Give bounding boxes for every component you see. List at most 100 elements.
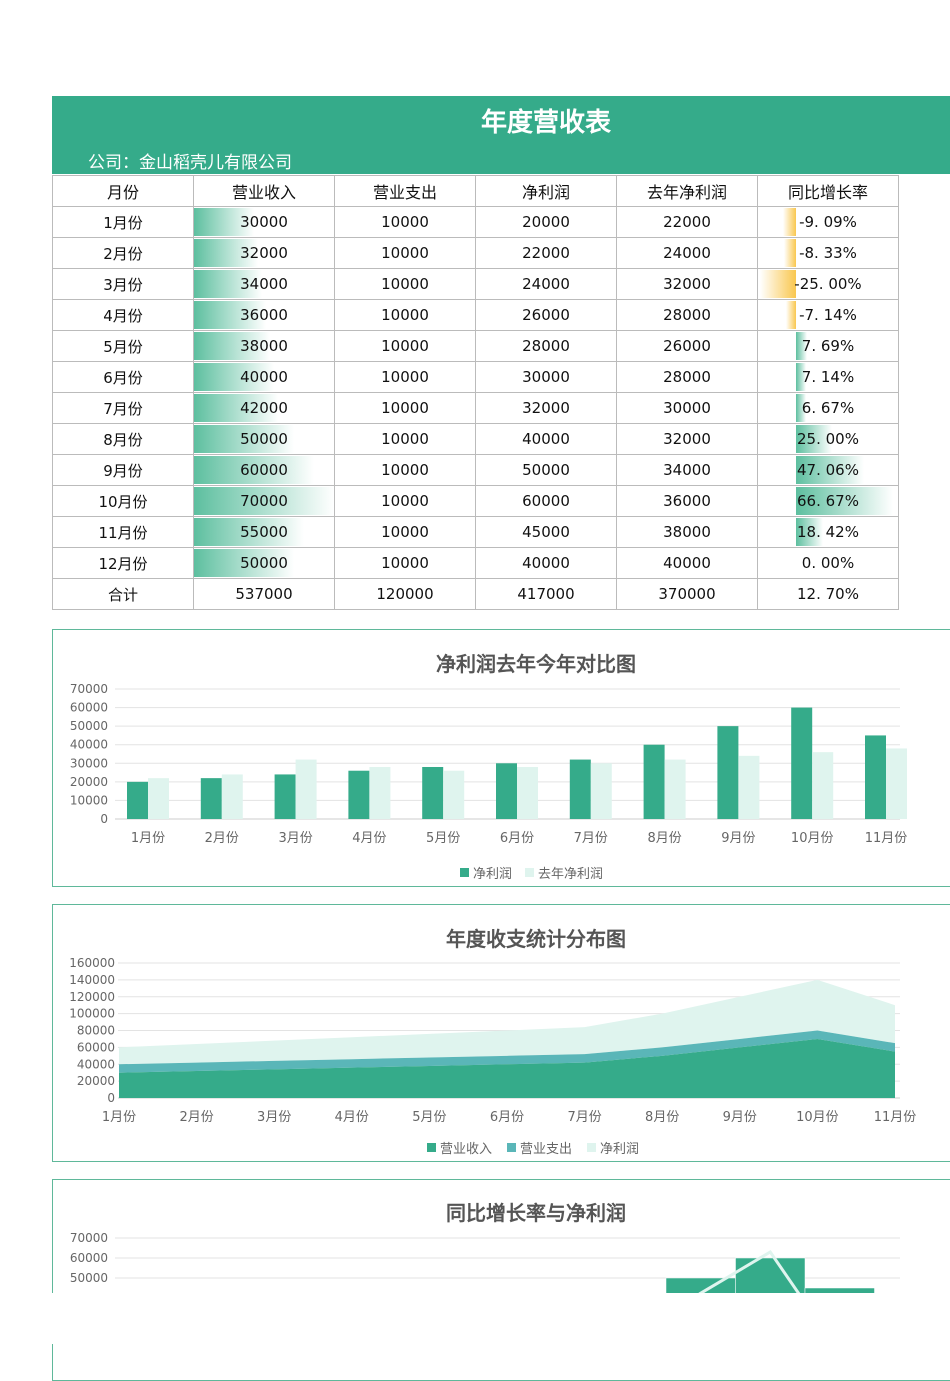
y-tick-label: 100000 [69, 1007, 115, 1021]
x-tick-label: 9月份 [721, 831, 755, 846]
cell-value: 60000 [240, 461, 288, 479]
bar-last-year-profit [664, 759, 686, 819]
y-tick-label: 0 [100, 812, 108, 826]
growth-data-bar [782, 208, 796, 236]
table-cell: 18. 42% [757, 516, 899, 548]
cell-value: 24000 [663, 244, 711, 262]
legend-swatch [507, 1143, 516, 1152]
bar-last-year-profit [517, 767, 538, 819]
cell-value: 5月份 [103, 337, 143, 356]
table-cell: 26000 [475, 299, 617, 331]
page-clip [0, 1293, 950, 1344]
cell-value: 6月份 [103, 368, 143, 387]
cell-value: 4月份 [103, 306, 143, 325]
line-growth-rate [620, 1249, 836, 1344]
bar-net-profit [422, 767, 444, 819]
cell-value: 370000 [658, 585, 716, 603]
growth-data-bar [796, 425, 833, 453]
cell-value: 34000 [240, 275, 288, 293]
cell-value: 10月份 [98, 492, 148, 511]
y-tick-label: 40000 [77, 1057, 115, 1071]
table-cell: -9. 09% [757, 206, 899, 238]
cell-value: 8月份 [103, 430, 143, 449]
table-cell: 8月份 [52, 423, 194, 455]
table-row: 12月份 50000 10000 40000 40000 0. 00% [52, 547, 899, 579]
cell-value: 30000 [240, 213, 288, 231]
column-header: 营业支出 [334, 175, 476, 207]
table-cell: 7. 69% [757, 330, 899, 362]
cell-value: 11月份 [98, 523, 148, 542]
cell-value: 50000 [240, 430, 288, 448]
bar-net-profit [274, 774, 296, 819]
table-cell: 2月份 [52, 237, 194, 269]
cell-value: 1月份 [103, 213, 143, 232]
growth-data-bar [759, 270, 796, 298]
cell-value: 30000 [522, 368, 570, 386]
cell-value: 10000 [381, 244, 429, 262]
cell-value: 45000 [522, 523, 570, 541]
table-cell: 60000 [475, 485, 617, 517]
chart-title: 年度收支统计分布图 [446, 927, 626, 951]
table-cell: 7. 14% [757, 361, 899, 393]
data-bar [194, 332, 270, 360]
table-cell: 22000 [475, 237, 617, 269]
table-cell: 10000 [334, 485, 476, 517]
x-tick-label: 5月份 [412, 1110, 446, 1125]
table-row: 11月份 55000 10000 45000 38000 18. 42% [52, 516, 899, 548]
x-tick-label: 9月份 [723, 1110, 757, 1125]
x-tick-label: 10月份 [791, 831, 834, 846]
table-cell: 11月份 [52, 516, 194, 548]
cell-value: 36000 [663, 492, 711, 510]
x-tick-label: 2月份 [179, 1110, 213, 1125]
table-cell: 4月份 [52, 299, 194, 331]
cell-value: 55000 [240, 523, 288, 541]
cell-value: 30000 [663, 399, 711, 417]
cell-value: 417000 [517, 585, 575, 603]
table-row: 2月份 32000 10000 22000 24000 -8. 33% [52, 237, 899, 269]
x-tick-label: 8月份 [647, 831, 681, 846]
cell-value: 50000 [240, 554, 288, 572]
table-cell: 7月份 [52, 392, 194, 424]
cell-value: 10000 [381, 492, 429, 510]
cell-value: 26000 [663, 337, 711, 355]
company-name: 公司：金山稻壳儿有限公司 [88, 153, 292, 173]
cell-value: 22000 [522, 244, 570, 262]
x-tick-label: 4月份 [335, 1110, 369, 1125]
cell-value: 7月份 [103, 399, 143, 418]
table-row: 6月份 40000 10000 30000 28000 7. 14% [52, 361, 899, 393]
cell-value: 36000 [240, 306, 288, 324]
table-cell: 1月份 [52, 206, 194, 238]
y-tick-label: 60000 [77, 1040, 115, 1054]
bar-last-year-profit [590, 763, 612, 819]
cell-value: 7. 69% [801, 337, 855, 355]
table-cell: 34000 [616, 454, 758, 486]
table-cell: 66. 67% [757, 485, 899, 517]
cell-value: 537000 [235, 585, 293, 603]
x-tick-label: 6月份 [490, 1110, 524, 1125]
total-row: 合计 537000 120000 417000 370000 12. 70% [52, 578, 899, 610]
x-tick-label: 11月份 [874, 1110, 917, 1125]
y-tick-label: 70000 [70, 1231, 108, 1245]
bar-last-year-profit [886, 748, 907, 819]
y-tick-label: 80000 [77, 1024, 115, 1038]
cell-value: 10000 [381, 275, 429, 293]
data-bar [194, 549, 294, 577]
cell-value: 22000 [663, 213, 711, 231]
cell-value: 10000 [381, 306, 429, 324]
table-cell: 38000 [616, 516, 758, 548]
cell-value: 3月份 [103, 275, 143, 294]
legend-swatch [525, 868, 534, 877]
y-tick-label: 60000 [70, 701, 108, 715]
table-cell: 10月份 [52, 485, 194, 517]
table-cell: 5月份 [52, 330, 194, 362]
legend-swatch [427, 1143, 436, 1152]
table-cell: 10000 [334, 516, 476, 548]
bar-net-profit [569, 759, 591, 819]
chart-income-distribution: 年度收支统计分布图 [52, 904, 950, 1162]
bar-last-year-profit [148, 778, 169, 819]
table-cell: 28000 [475, 330, 617, 362]
table-cell: 32000 [193, 237, 335, 269]
y-tick-label: 70000 [70, 682, 108, 696]
y-tick-label: 20000 [70, 775, 108, 789]
table-cell: 120000 [334, 578, 476, 610]
